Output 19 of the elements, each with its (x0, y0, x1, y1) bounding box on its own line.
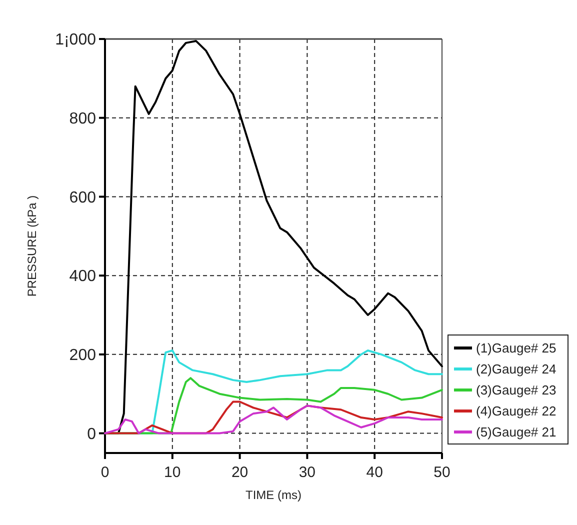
x-tick-label: 0 (100, 464, 110, 481)
y-tick-label: 400 (69, 268, 96, 286)
y-tick-label: 0 (87, 426, 96, 443)
x-axis-title: TIME (ms) (246, 488, 302, 502)
x-tick-label: 20 (231, 464, 248, 481)
y-tick-label: 600 (69, 189, 96, 206)
legend-label: (5)Gauge# 21 (476, 424, 556, 440)
legend-label: (1)Gauge# 25 (476, 340, 556, 356)
y-axis-title: PRESSURE (kPa ) (25, 195, 39, 297)
y-tick-label: 200 (69, 347, 96, 364)
y-tick-label: 1¡000 (55, 32, 96, 49)
legend-label: (3)Gauge# 23 (476, 382, 556, 398)
x-tick-label: 50 (434, 464, 450, 481)
legend-label: (2)Gauge# 24 (476, 362, 556, 377)
legend-label: (4)Gauge# 22 (476, 404, 556, 419)
y-tick-label: 800 (69, 110, 96, 128)
x-tick-label: 40 (366, 464, 383, 481)
x-tick-label: 30 (298, 464, 316, 481)
x-tick-label: 10 (164, 464, 181, 481)
